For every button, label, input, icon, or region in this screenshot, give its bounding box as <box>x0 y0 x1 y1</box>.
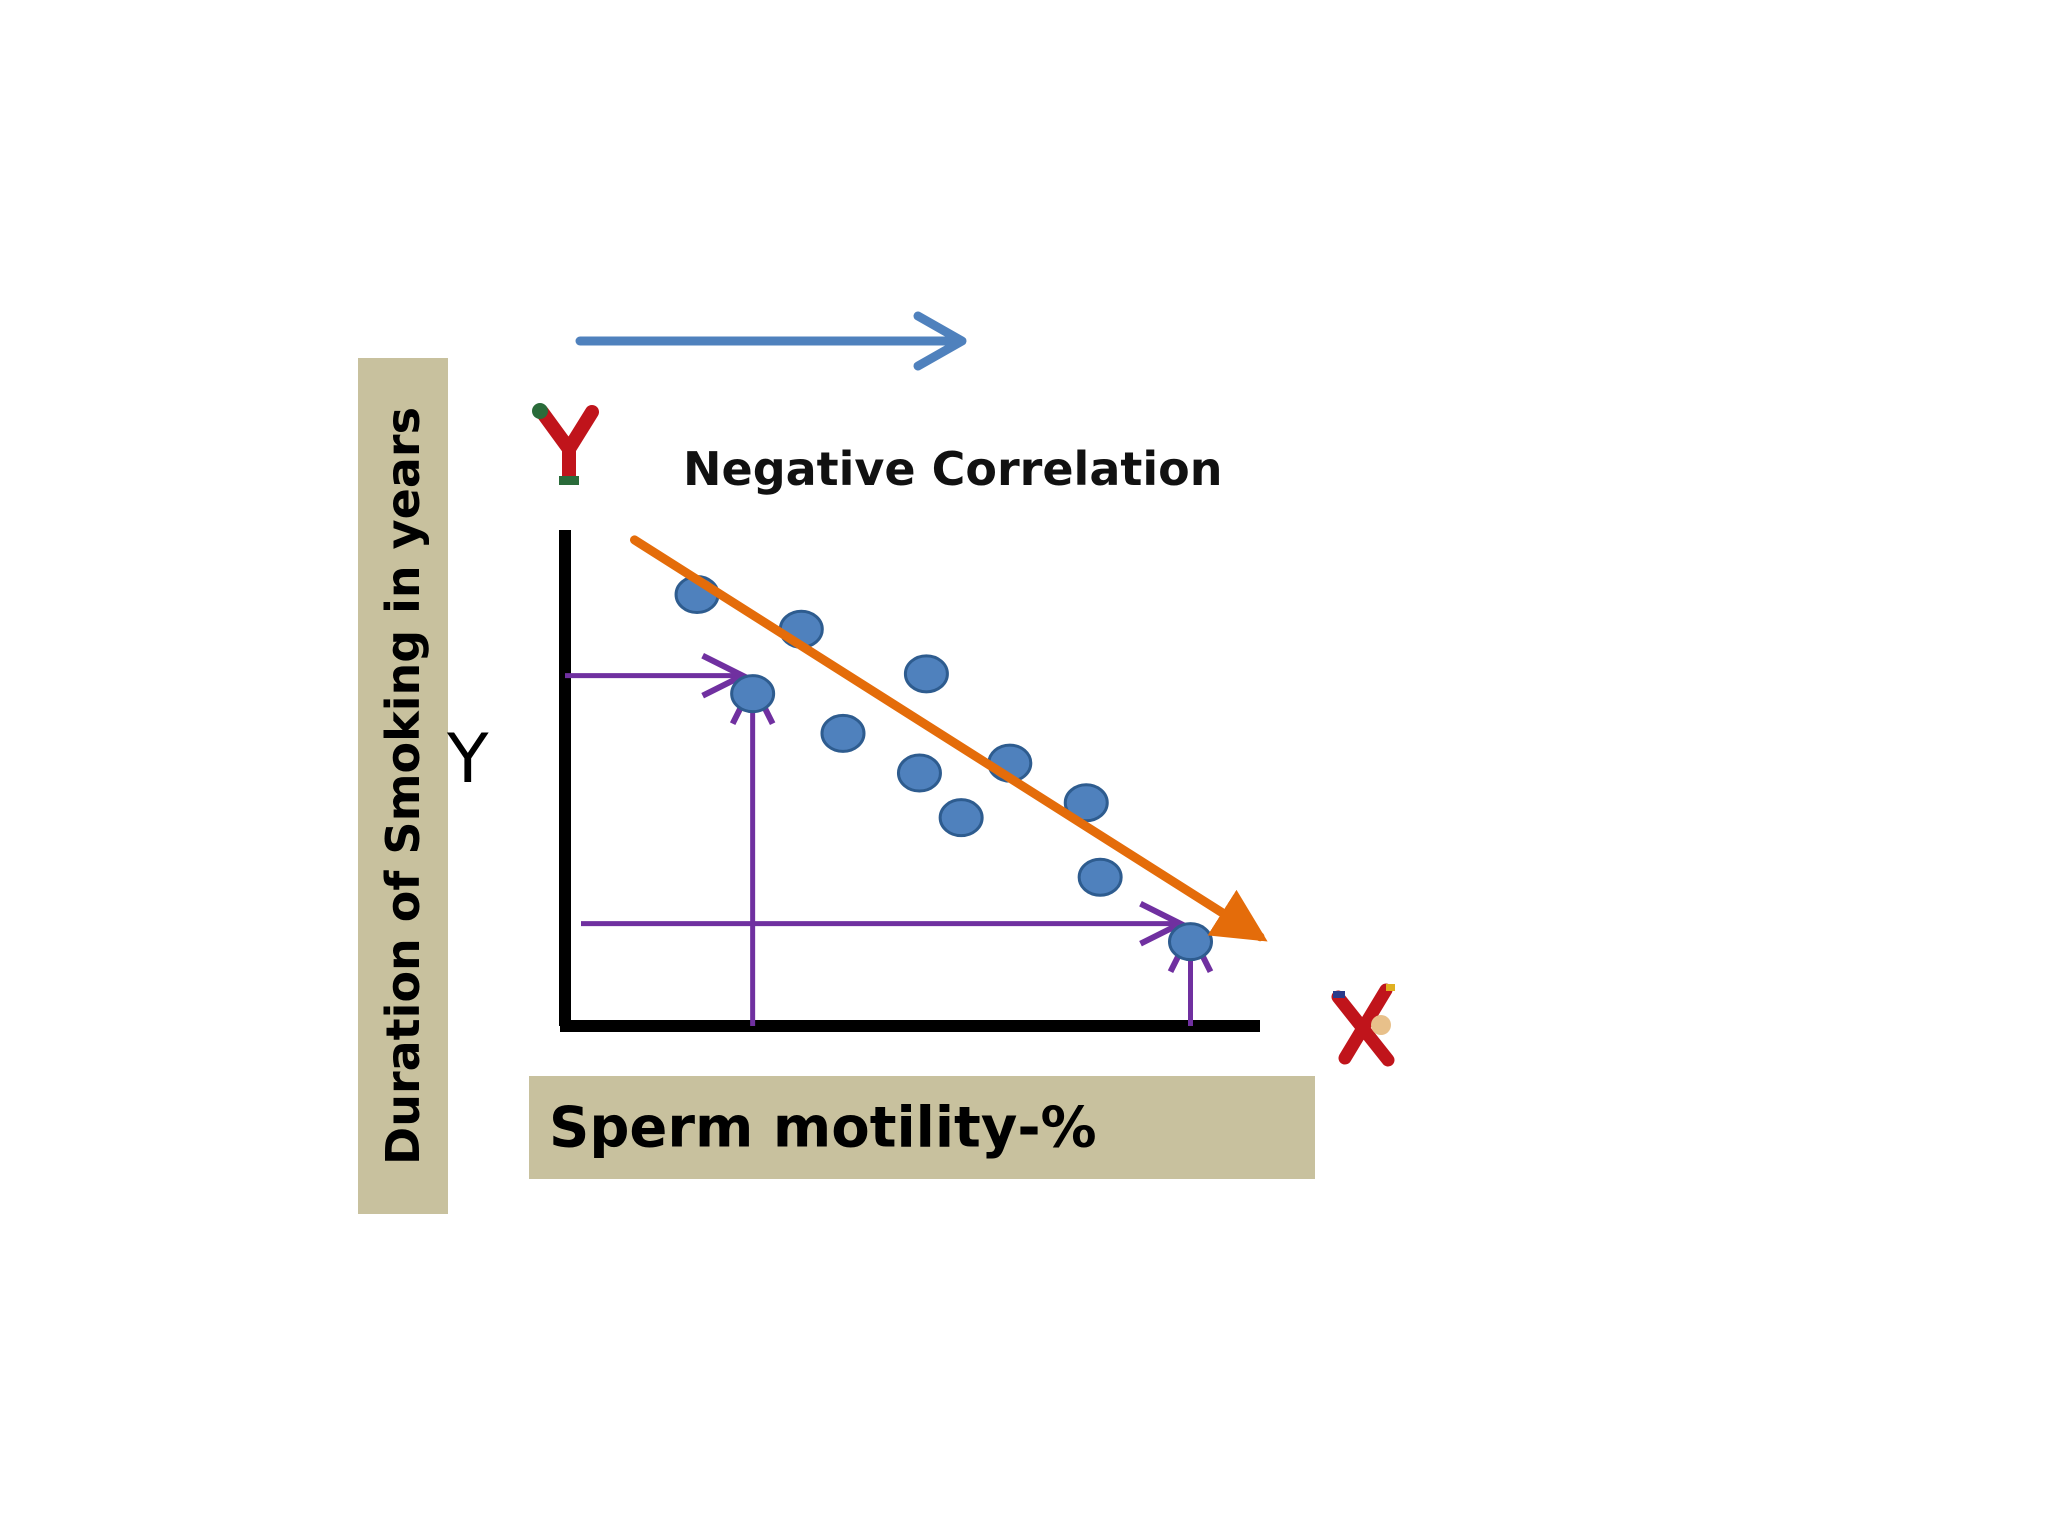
y-figure-icon <box>532 403 599 485</box>
data-point <box>1063 783 1109 823</box>
data-point <box>1077 857 1123 897</box>
trend-arrow <box>630 535 1268 942</box>
data-point <box>730 674 776 714</box>
data-point <box>938 798 984 838</box>
data-point <box>896 753 942 793</box>
chart-title: Negative Correlation <box>683 442 1223 496</box>
data-point <box>820 713 866 753</box>
data-points <box>674 574 1213 962</box>
top-direction-arrow-icon <box>575 311 967 371</box>
data-point <box>1168 922 1213 962</box>
y-axis-label-box: Duration of Smoking in years <box>358 358 448 1214</box>
trend-line <box>630 535 1268 942</box>
guide-arrows <box>565 676 1191 1026</box>
x-axis-label: Sperm motility-% <box>549 1095 1097 1160</box>
y-axis-letter: Y <box>447 720 489 799</box>
data-point <box>903 654 949 694</box>
x-figure-icon <box>1331 983 1395 1067</box>
x-axis-label-box: Sperm motility-% <box>529 1076 1315 1179</box>
